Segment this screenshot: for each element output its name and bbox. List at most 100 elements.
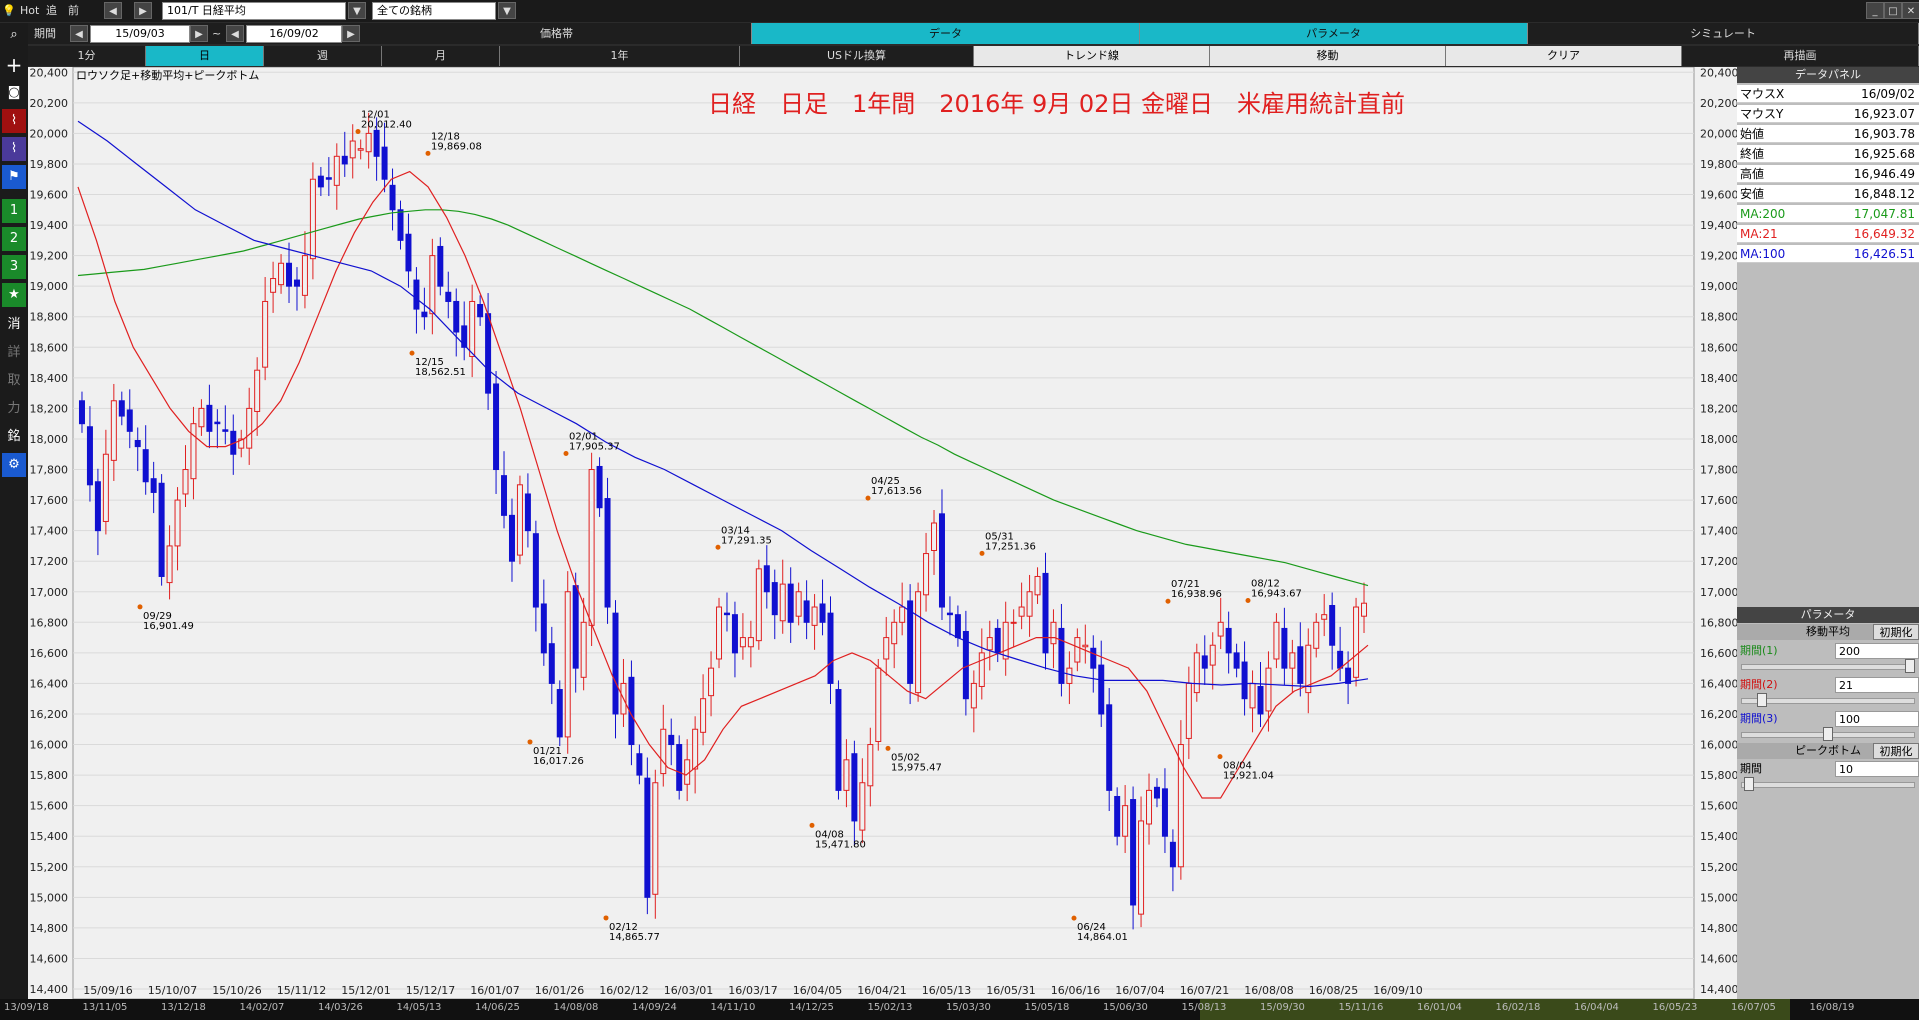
candle-body [429,255,436,315]
universe-select[interactable]: 全ての銘柄 [372,2,496,20]
camera-icon[interactable]: ◙ [7,85,21,100]
tab-clear[interactable]: クリア [1446,46,1682,66]
candle-body [660,728,667,775]
plot-area [72,67,1695,999]
period2-input[interactable]: 21 [1835,677,1919,693]
candle-body [1257,685,1264,715]
follow-button[interactable]: 追 [46,4,57,17]
peak-value-label: 17,291.35 [721,535,772,546]
period3-slider-handle[interactable] [1823,727,1833,741]
lightbulb-icon[interactable]: 💡 [2,4,16,17]
tab-move[interactable]: 移動 [1210,46,1446,66]
tab-weekly[interactable]: 週 [264,46,382,66]
chart-headline: 日経 日足 1年間 2016年 9月 02日 金曜日 米雇用統計直前 [708,90,1405,118]
period-to-field[interactable]: 16/09/02 [246,25,342,43]
peak-date-label: 03/14 [721,525,750,536]
x-tick-label: 16/07/04 [1115,984,1164,997]
tab-daily[interactable]: 日 [146,46,264,66]
candle-body [787,583,794,623]
candle-body [970,682,977,709]
peak-period-slider-handle[interactable] [1744,777,1755,791]
timeline-navigator[interactable]: 13/09/18 13/11/05 13/12/18 14/02/07 14/03/26… [0,999,1919,1020]
input-button[interactable]: 力 [7,401,21,416]
period1-input[interactable]: 200 [1835,643,1919,659]
candlestick-chart[interactable]: 20,400 20,200 20,000 19,800 19,600 19,400 19,2… [28,67,1737,999]
ma-init-button[interactable]: 初期化 [1873,624,1919,640]
period-to-next-icon[interactable]: ▶ [342,25,360,42]
chart-icon[interactable]: ⌇ [2,109,26,133]
data-row-value: 16,848.12 [1853,187,1915,201]
data-panel: データパネル マウスX 16/09/02 マウスY 16,923.07 始値 16,903… [1737,67,1919,999]
period2-slider-handle[interactable] [1757,693,1768,707]
stock-button[interactable]: 銘 [7,429,21,444]
symbol-field[interactable]: 101/T 日経平均 [162,2,346,20]
forward-arrow-icon[interactable]: ▶ [134,2,152,19]
x-tick-label: 16/02/12 [599,984,648,997]
crosshair-icon[interactable]: + [5,53,23,77]
tab-data[interactable]: データ [752,23,1140,44]
flag-icon[interactable]: ⚑ [2,165,26,189]
period-from-prev-icon[interactable]: ◀ [70,25,88,42]
hot-button[interactable]: Hot [20,4,40,17]
star-icon[interactable]: ★ [2,283,26,307]
preset-2-button[interactable]: 2 [2,227,26,251]
symbol-dropdown-icon[interactable]: ▼ [348,2,366,19]
minimize-icon[interactable]: _ [1866,2,1884,19]
period2-slider[interactable] [1741,698,1915,704]
fetch-button[interactable]: 取 [7,373,21,388]
universe-dropdown-icon[interactable]: ▼ [498,2,516,19]
peak-date-label: 08/12 [1251,578,1280,589]
y-tick-label-left: 15,600 [30,800,69,813]
period1-label: 期間(1) [1740,644,1778,657]
candle-body [246,407,253,449]
trend-icon[interactable]: ⌇ [2,137,26,161]
preset-3-button[interactable]: 3 [2,255,26,279]
peak-init-button[interactable]: 初期化 [1873,743,1919,759]
tab-redraw[interactable]: 再描画 [1682,46,1919,66]
peak-period-slider[interactable] [1741,782,1915,788]
previous-button[interactable]: 前 [68,4,79,17]
tab-simulate[interactable]: シミュレート [1528,23,1919,44]
period-from-next-icon[interactable]: ▶ [190,25,208,42]
back-arrow-icon[interactable]: ◀ [104,2,122,19]
tab-monthly[interactable]: 月 [382,46,500,66]
y-tick-label-left: 18,400 [30,372,69,385]
navigator-selection[interactable] [1200,999,1790,1020]
peak-marker [603,915,609,921]
maximize-icon[interactable]: □ [1884,2,1902,19]
close-icon[interactable]: ✕ [1902,2,1919,19]
peak-marker [355,129,361,135]
tab-parameters[interactable]: パラメータ [1140,23,1528,44]
candle-body [612,612,619,715]
candle-body [946,612,953,616]
candle-body [564,591,571,738]
peak-period-input[interactable]: 10 [1835,761,1919,777]
tab-trendline[interactable]: トレンド線 [974,46,1210,66]
period3-input[interactable]: 100 [1835,711,1919,727]
candle-body [1130,799,1137,906]
period-row: 期間 ◀ 15/09/03 ▶ ~ ◀ 16/09/02 ▶ 価格帯 データ パ… [0,23,1919,45]
candle-body [126,409,133,432]
period-to-prev-icon[interactable]: ◀ [226,25,244,42]
x-tick-label: 16/01/07 [470,984,519,997]
x-tick-label: 16/04/21 [857,984,906,997]
tab-usd-convert[interactable]: USドル換算 [740,46,974,66]
period-from-field[interactable]: 15/09/03 [90,25,190,43]
search-icon[interactable]: ⌕ [10,27,18,42]
period1-slider[interactable] [1741,664,1915,670]
tab-1year[interactable]: 1年 [500,46,740,66]
chart-area[interactable]: 20,400 20,200 20,000 19,800 19,600 19,400 19,2… [28,67,1737,999]
erase-button[interactable]: 消 [7,317,21,332]
tab-price-band[interactable]: 価格帯 [362,23,752,44]
preset-1-button[interactable]: 1 [2,199,26,223]
candle-body [739,637,746,648]
tab-1min[interactable]: 1分 [28,46,146,66]
gear-icon[interactable]: ⚙ [2,453,26,477]
period1-slider-handle[interactable] [1905,659,1915,673]
y-tick-label-left: 17,400 [30,525,69,538]
peak-value-label: 20,012.40 [361,120,412,131]
y-tick-label-right: 15,200 [1700,861,1737,874]
candle-body [206,404,213,432]
data-row-key: MA:21 [1740,227,1778,241]
detail-button[interactable]: 詳 [7,345,21,360]
